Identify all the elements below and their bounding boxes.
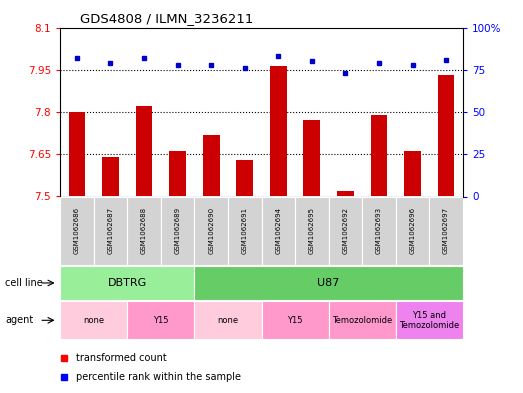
Text: GSM1062694: GSM1062694 [275,208,281,254]
Text: GDS4808 / ILMN_3236211: GDS4808 / ILMN_3236211 [81,12,254,25]
Text: GSM1062690: GSM1062690 [208,208,214,254]
Text: transformed count: transformed count [76,353,167,363]
Text: percentile rank within the sample: percentile rank within the sample [76,372,241,382]
Bar [135,107,152,196]
Text: Y15: Y15 [153,316,168,325]
Bar [396,196,429,265]
Text: GSM1062697: GSM1062697 [443,208,449,254]
Bar [236,160,253,196]
Bar [60,196,94,265]
Text: agent: agent [5,315,33,325]
Text: GSM1062696: GSM1062696 [410,208,415,254]
Bar [295,196,328,265]
Bar [262,196,295,265]
Bar [69,112,85,196]
Bar [102,157,119,196]
Bar [262,301,328,339]
Bar [195,301,262,339]
Bar [127,301,195,339]
Bar [328,196,362,265]
Text: none: none [218,316,238,325]
Bar [362,196,396,265]
Bar [438,75,454,196]
Bar [337,191,354,196]
Bar [328,301,396,339]
Text: Temozolomide: Temozolomide [332,316,392,325]
Bar [127,196,161,265]
Text: GSM1062687: GSM1062687 [108,208,113,254]
Text: U87: U87 [317,278,340,288]
Bar [195,196,228,265]
Text: GSM1062695: GSM1062695 [309,208,315,254]
Text: Y15 and
Temozolomide: Y15 and Temozolomide [399,310,459,330]
Bar [60,301,127,339]
Text: GSM1062686: GSM1062686 [74,208,80,254]
Bar [303,120,320,196]
Text: none: none [83,316,104,325]
Bar [203,134,220,196]
Text: Y15: Y15 [287,316,303,325]
Bar [94,196,127,265]
Bar [429,196,463,265]
Bar [60,266,195,300]
Text: GSM1062688: GSM1062688 [141,208,147,254]
Text: GSM1062692: GSM1062692 [343,208,348,254]
Bar [396,301,463,339]
Text: cell line: cell line [5,278,43,288]
Bar [228,196,262,265]
Bar [161,196,195,265]
Bar [371,115,388,196]
Bar [169,151,186,196]
Text: GSM1062693: GSM1062693 [376,208,382,254]
Bar [195,266,463,300]
Text: GSM1062689: GSM1062689 [175,208,180,254]
Text: DBTRG: DBTRG [108,278,147,288]
Bar [270,66,287,196]
Text: GSM1062691: GSM1062691 [242,208,248,254]
Bar [404,151,421,196]
